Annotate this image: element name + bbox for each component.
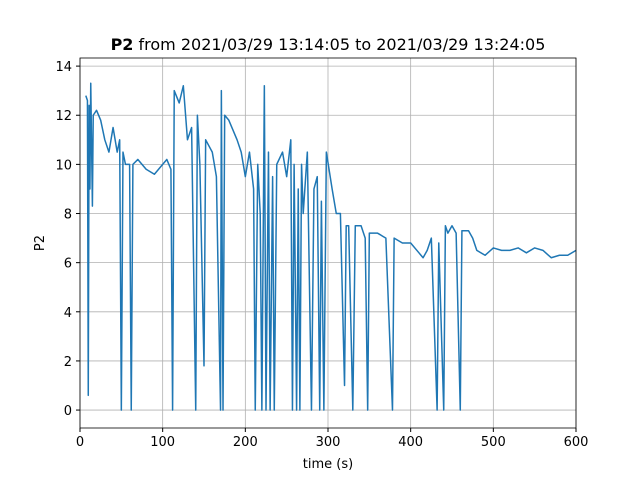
y-tick-label: 10 <box>55 158 72 173</box>
y-axis-label: P2 <box>33 235 48 251</box>
title-rest: from 2021/03/29 13:14:05 to 2021/03/29 1… <box>139 35 546 54</box>
y-tick-label: 4 <box>64 306 72 321</box>
y-tick-label: 12 <box>55 109 72 124</box>
data-line <box>85 82 577 411</box>
plot-frame <box>79 57 577 429</box>
x-tick-label: 500 <box>481 435 506 450</box>
x-tick-label: 0 <box>76 435 84 450</box>
y-tick-label: 2 <box>64 355 72 370</box>
x-tick-label: 200 <box>233 435 258 450</box>
y-tick-label: 6 <box>64 257 72 272</box>
chart-title: P2 from 2021/03/29 13:14:05 to 2021/03/2… <box>111 35 546 54</box>
x-axis-label: time (s) <box>303 457 353 472</box>
title-bold: P2 <box>111 35 134 54</box>
y-tick-label: 14 <box>55 60 72 75</box>
x-tick-label: 100 <box>150 435 175 450</box>
x-tick-label: 400 <box>398 435 423 450</box>
x-tick-label: 600 <box>564 435 589 450</box>
y-tick-label: 8 <box>64 208 72 223</box>
y-tick-label: 0 <box>64 404 72 419</box>
x-tick-label: 300 <box>316 435 341 450</box>
